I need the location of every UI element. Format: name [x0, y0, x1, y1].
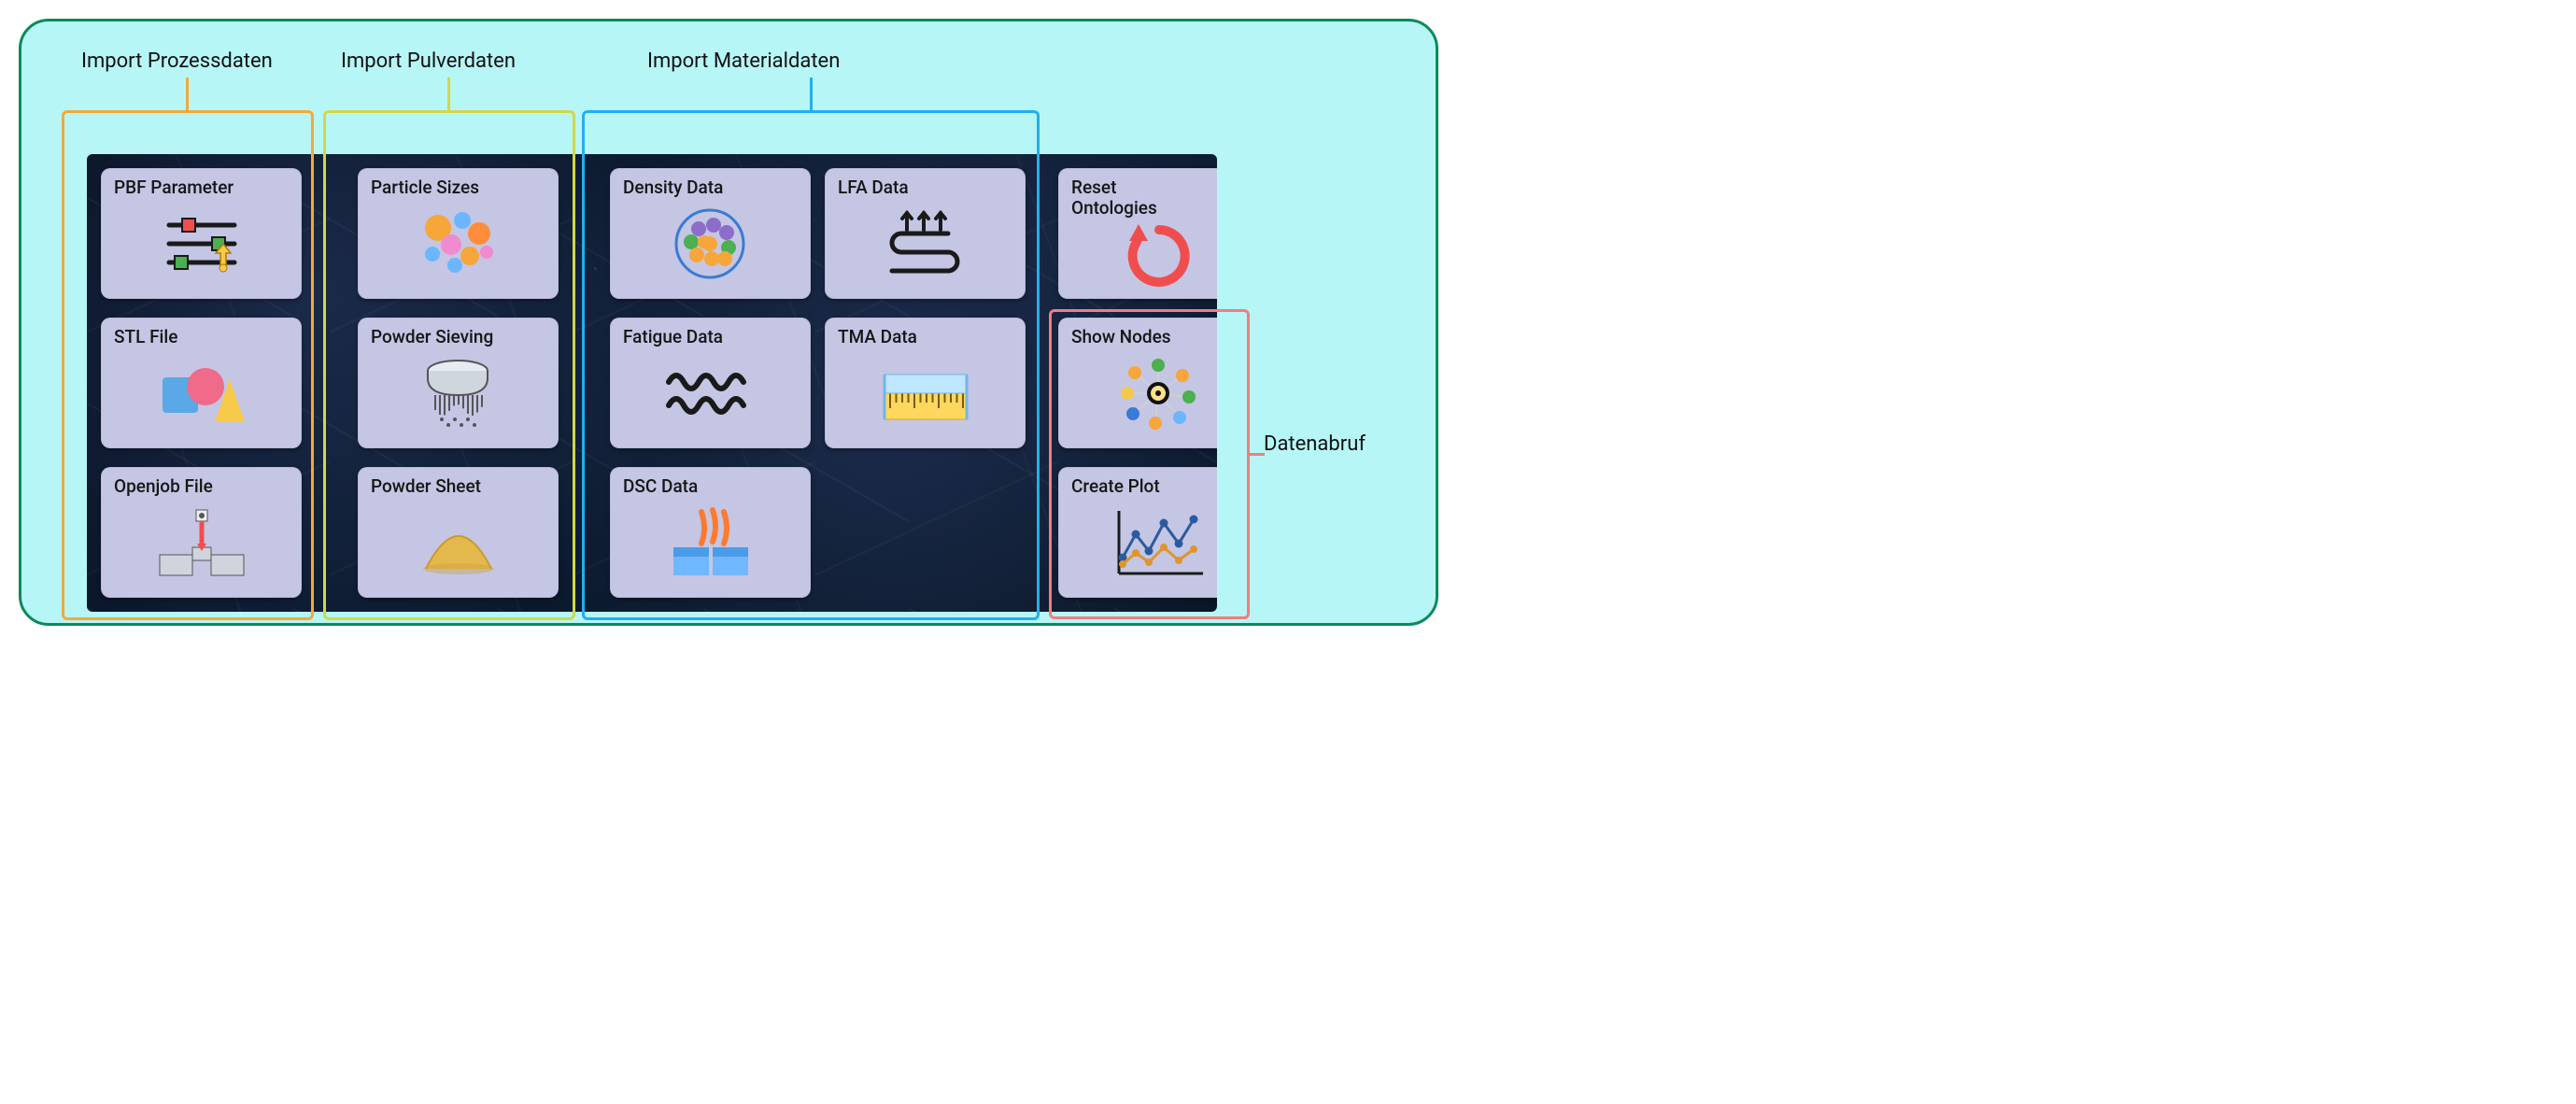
wave-icon	[623, 347, 798, 441]
dsc-data-label: DSC Data	[623, 476, 798, 497]
sieve-icon	[371, 347, 545, 441]
tma-data-button[interactable]: TMA Data	[825, 318, 1026, 448]
openjob-file-label: Openjob File	[114, 476, 289, 497]
group-label-powder: Import Pulverdaten	[341, 50, 516, 73]
pbf-parameter-label: PBF Parameter	[114, 177, 289, 198]
stl-file-button[interactable]: STL File	[101, 318, 302, 448]
density-data-button[interactable]: Density Data	[610, 168, 811, 299]
tma-icon	[838, 347, 1012, 441]
heap-icon	[371, 497, 545, 590]
dsc-data-button[interactable]: DSC Data	[610, 467, 811, 598]
group-tick-powder	[447, 78, 450, 111]
lfa-icon	[838, 198, 1012, 291]
show-nodes-label: Show Nodes	[1071, 327, 1217, 347]
reset-ontologies-button[interactable]: Reset Ontologies	[1058, 168, 1217, 299]
density-data-label: Density Data	[623, 177, 798, 198]
particles-icon	[371, 198, 545, 291]
group-label-retrieve: Datenabruf	[1264, 432, 1366, 456]
particle-sizes-button[interactable]: Particle Sizes	[358, 168, 559, 299]
printer3d-icon	[114, 497, 289, 590]
reset-ontologies-label: Reset Ontologies	[1071, 177, 1183, 219]
reset-icon	[1071, 219, 1217, 293]
lfa-data-button[interactable]: LFA Data	[825, 168, 1026, 299]
create-plot-button[interactable]: Create Plot	[1058, 467, 1217, 598]
particle-sizes-label: Particle Sizes	[371, 177, 545, 198]
fatigue-data-label: Fatigue Data	[623, 327, 798, 347]
powder-sieving-label: Powder Sieving	[371, 327, 545, 347]
group-label-material: Import Materialdaten	[647, 50, 840, 73]
powder-sieving-button[interactable]: Powder Sieving	[358, 318, 559, 448]
density-icon	[623, 198, 798, 291]
plot-icon	[1071, 497, 1217, 590]
group-tick-retrieve	[1248, 453, 1265, 456]
dsc-icon	[623, 497, 798, 590]
tma-data-label: TMA Data	[838, 327, 1012, 347]
group-label-process: Import Prozessdaten	[81, 50, 273, 73]
powder-sheet-label: Powder Sheet	[371, 476, 545, 497]
fatigue-data-button[interactable]: Fatigue Data	[610, 318, 811, 448]
openjob-file-button[interactable]: Openjob File	[101, 467, 302, 598]
group-tick-material	[810, 78, 813, 111]
shapes-icon	[114, 347, 289, 441]
app-canvas: PBF Parameter STL File Openjob File Part…	[19, 19, 1438, 626]
create-plot-label: Create Plot	[1071, 476, 1217, 497]
sliders-icon	[114, 198, 289, 291]
stl-file-label: STL File	[114, 327, 289, 347]
show-nodes-button[interactable]: Show Nodes	[1058, 318, 1217, 448]
button-panel: PBF Parameter STL File Openjob File Part…	[87, 154, 1217, 612]
lfa-data-label: LFA Data	[838, 177, 1012, 198]
powder-sheet-button[interactable]: Powder Sheet	[358, 467, 559, 598]
pbf-parameter-button[interactable]: PBF Parameter	[101, 168, 302, 299]
group-tick-process	[186, 78, 189, 111]
nodes-icon	[1071, 347, 1217, 441]
